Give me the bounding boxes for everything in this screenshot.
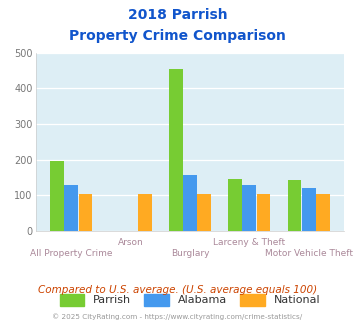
- Legend: Parrish, Alabama, National: Parrish, Alabama, National: [60, 294, 320, 306]
- Bar: [183, 175, 197, 231]
- Text: Property Crime Comparison: Property Crime Comparison: [69, 29, 286, 43]
- Bar: [64, 185, 78, 231]
- Bar: [257, 194, 271, 231]
- Bar: [78, 194, 92, 231]
- Bar: [50, 161, 64, 231]
- Text: All Property Crime: All Property Crime: [30, 249, 113, 258]
- Bar: [242, 185, 256, 231]
- Text: Motor Vehicle Theft: Motor Vehicle Theft: [265, 249, 353, 258]
- Text: © 2025 CityRating.com - https://www.cityrating.com/crime-statistics/: © 2025 CityRating.com - https://www.city…: [53, 314, 302, 320]
- Bar: [302, 188, 316, 231]
- Text: Larceny & Theft: Larceny & Theft: [213, 238, 285, 247]
- Bar: [228, 179, 242, 231]
- Bar: [169, 69, 182, 231]
- Text: 2018 Parrish: 2018 Parrish: [128, 8, 227, 22]
- Text: Arson: Arson: [118, 238, 143, 247]
- Bar: [316, 194, 330, 231]
- Text: Burglary: Burglary: [171, 249, 209, 258]
- Bar: [138, 194, 152, 231]
- Text: Compared to U.S. average. (U.S. average equals 100): Compared to U.S. average. (U.S. average …: [38, 285, 317, 295]
- Bar: [288, 181, 301, 231]
- Bar: [197, 194, 211, 231]
